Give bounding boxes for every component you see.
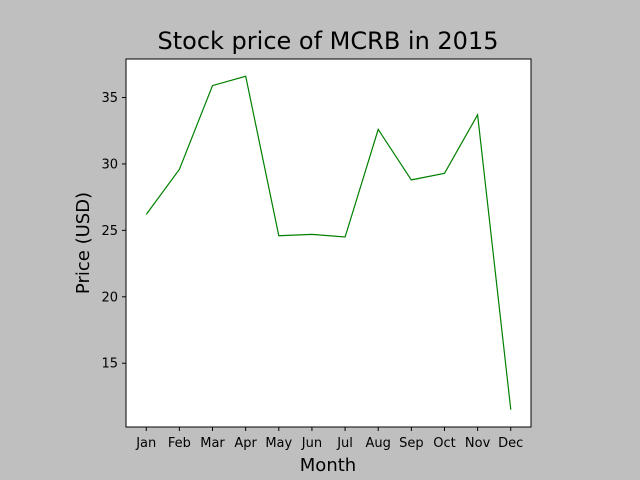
- x-tick-label: Sep: [399, 436, 424, 451]
- y-tick-label: 20: [101, 290, 118, 305]
- x-tick-label: Jun: [301, 436, 322, 451]
- x-tick-label: May: [265, 436, 292, 451]
- series-layer: [145, 75, 512, 410]
- y-tick-label: 25: [101, 224, 118, 239]
- x-tick-label: Jan: [135, 436, 156, 451]
- x-tick-label: Feb: [168, 436, 191, 451]
- x-tick-label: Aug: [366, 436, 391, 451]
- chart-title: Stock price of MCRB in 2015: [158, 27, 499, 55]
- x-tick-label: Apr: [234, 436, 257, 451]
- y-axis-ticks: 15 20 25 30 35: [101, 91, 126, 372]
- x-axis-label: Month: [300, 455, 356, 476]
- x-tick-label: Dec: [498, 436, 523, 451]
- y-tick-label: 15: [101, 357, 118, 372]
- x-axis-ticks: Jan Feb Mar Apr May Jun Jul Aug Sep Oct Nov Dec: [135, 427, 523, 451]
- x-tick-label: Oct: [433, 436, 455, 451]
- y-tick-label: 35: [101, 91, 118, 106]
- x-tick-label: Nov: [465, 436, 491, 451]
- series-line: [145, 75, 512, 410]
- y-tick-label: 30: [101, 157, 118, 172]
- plot-area: [125, 58, 532, 428]
- x-tick-label: Jul: [336, 436, 353, 451]
- x-tick-label: Mar: [200, 436, 225, 451]
- y-axis-label: Price (USD): [73, 192, 94, 294]
